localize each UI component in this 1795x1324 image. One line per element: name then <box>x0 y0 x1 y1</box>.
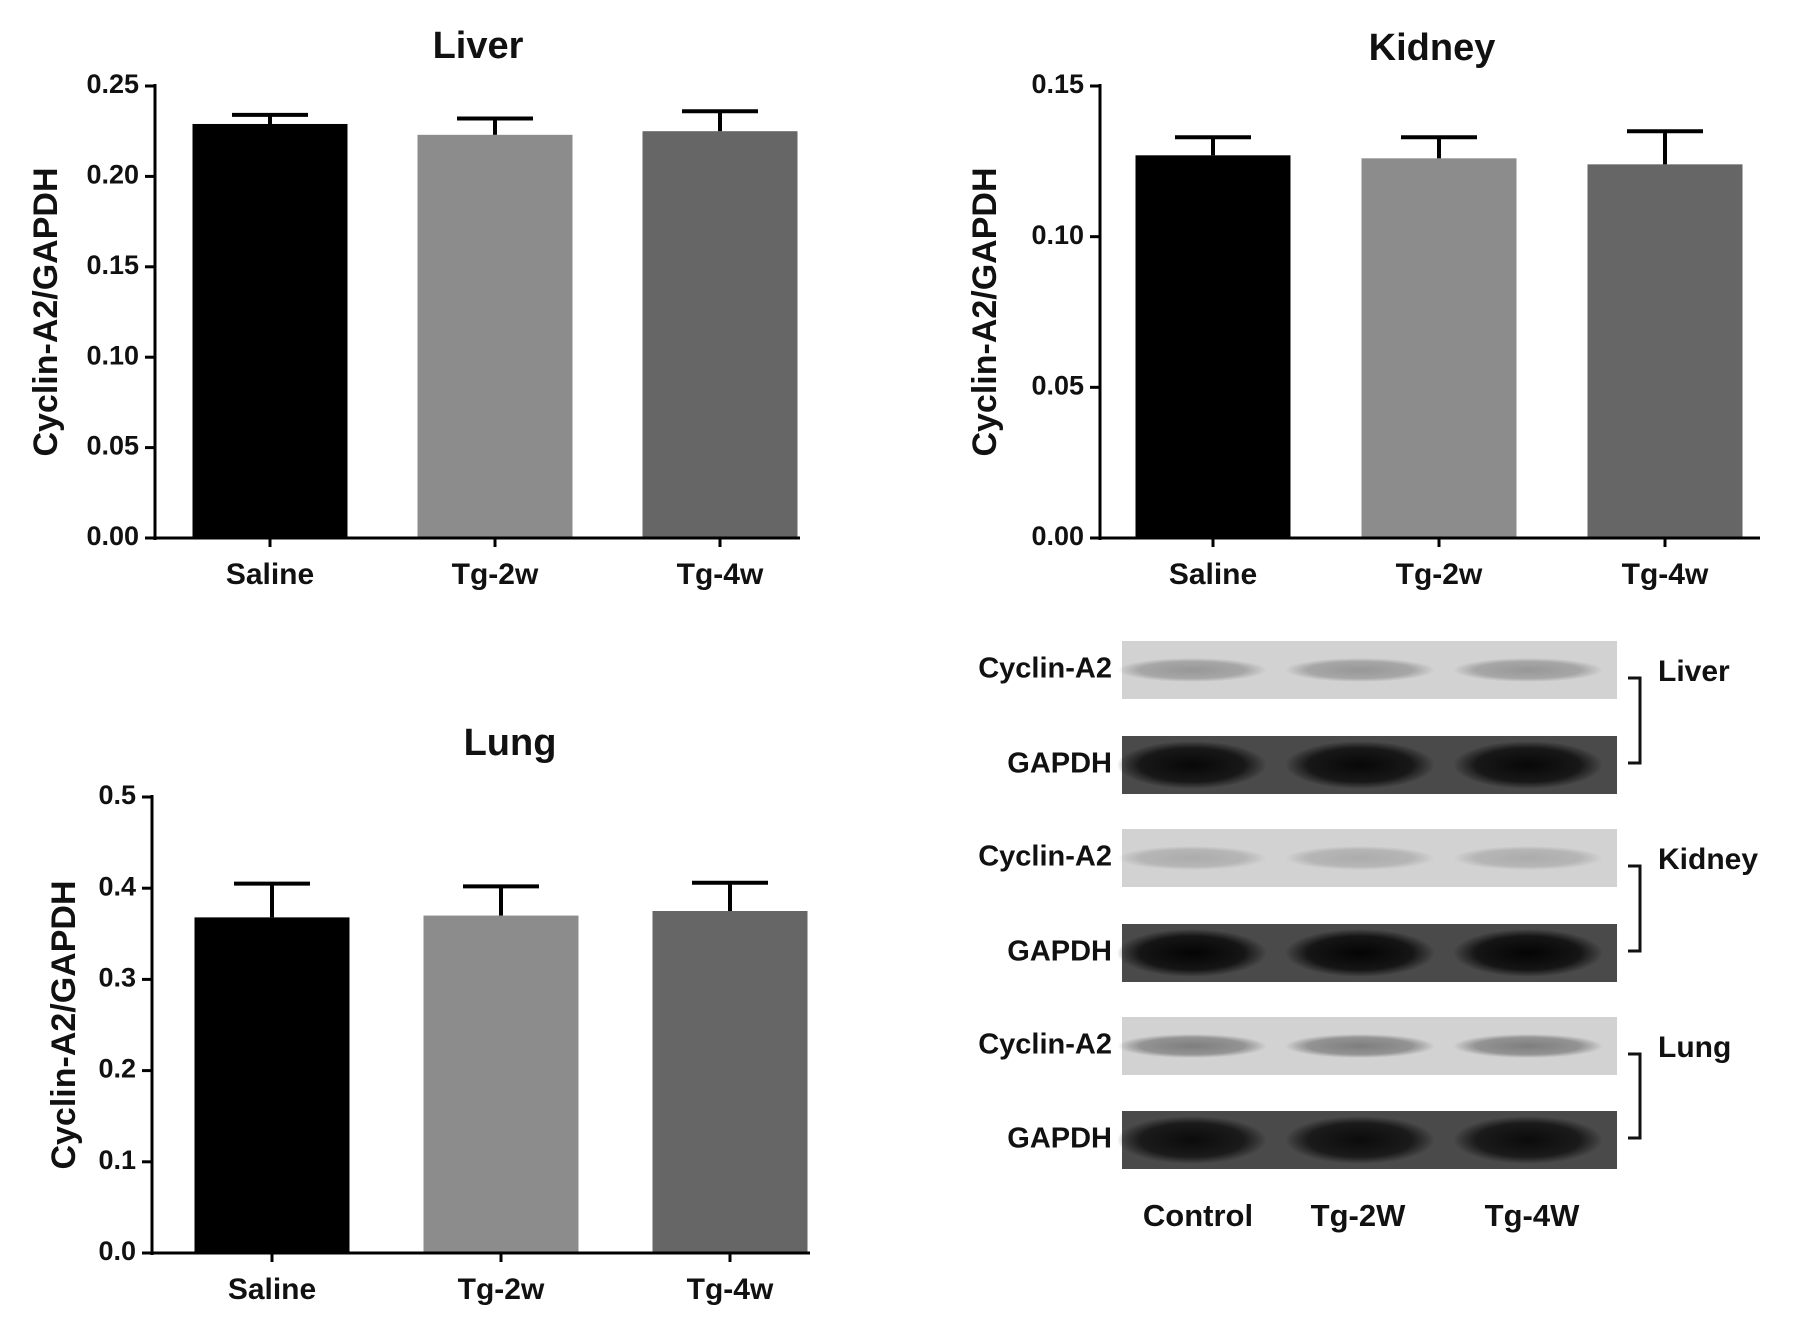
blot-group-kidney: Cyclin-A2 GAPDH Kidney <box>978 829 1758 982</box>
lane-label: Tg-2W <box>1311 1198 1406 1233</box>
lane-label: Tg-4W <box>1485 1198 1580 1233</box>
y-tick-label: 0.1 <box>98 1145 136 1175</box>
blot-band <box>1285 741 1435 789</box>
x-tick-label: Saline <box>228 1273 316 1306</box>
error-bar <box>1627 129 1703 165</box>
blot-band <box>1117 846 1267 870</box>
blot-group-liver: Cyclin-A2 GAPDH Liver <box>978 641 1730 794</box>
x-tick-label: Tg-2w <box>458 1273 545 1306</box>
blot-band <box>1285 1116 1435 1164</box>
chart-kidney: Kidney Cyclin-A2/GAPDH Saline Tg-2w Tg-4w 0.0… <box>966 27 1760 591</box>
y-tick-label: 0.5 <box>98 780 136 810</box>
error-bar <box>463 884 539 916</box>
y-tick-label: 0.20 <box>86 160 139 190</box>
x-tick-label: Tg-2w <box>1396 558 1483 591</box>
bar-saline <box>192 123 348 538</box>
error-bar <box>1175 135 1251 156</box>
blot-row-label: Cyclin-A2 <box>978 1029 1112 1061</box>
y-tick-label: 0.25 <box>86 69 139 99</box>
chart-lung: Lung Cyclin-A2/GAPDH Saline Tg-2w Tg-4w 0.0 0.… <box>45 722 810 1306</box>
blot-row-label: GAPDH <box>1007 1123 1112 1155</box>
error-bar <box>682 109 758 132</box>
blot-band <box>1453 658 1603 682</box>
blot-band <box>1453 1034 1603 1058</box>
x-tick-label: Tg-4w <box>677 558 764 591</box>
blot-row-label: Cyclin-A2 <box>978 841 1112 873</box>
bar-tg-4w <box>652 911 808 1253</box>
bracket <box>1628 1052 1642 1140</box>
error-bar <box>234 881 310 918</box>
y-tick-label: 0.15 <box>86 250 139 280</box>
y-axis-label: Cyclin-A2/GAPDH <box>966 167 1004 456</box>
y-tick-label: 0.4 <box>98 871 136 901</box>
x-tick-label: Tg-2w <box>452 558 539 591</box>
blot-band <box>1117 741 1267 789</box>
bar-tg-4w <box>1587 164 1743 538</box>
y-tick-label: 0.15 <box>1031 69 1084 99</box>
y-axis-label: Cyclin-A2/GAPDH <box>45 880 83 1169</box>
blot-band <box>1285 929 1435 977</box>
bracket <box>1628 864 1642 953</box>
y-tick-label: 0.00 <box>1031 521 1084 551</box>
tissue-label: Lung <box>1658 1031 1731 1064</box>
bar-saline <box>194 917 350 1253</box>
blot-band <box>1285 1034 1435 1058</box>
y-tick-label: 0.10 <box>86 340 139 370</box>
bar-tg-2w <box>423 915 579 1253</box>
bar-saline <box>1135 155 1291 538</box>
error-bar <box>692 880 768 911</box>
western-blot-panel: Cyclin-A2GAPDHLiverCyclin-A2GAPDHKidneyC… <box>978 641 1758 1233</box>
x-tick-label: Tg-4w <box>1622 558 1709 591</box>
chart-title: Lung <box>464 722 557 764</box>
bar-tg-2w <box>417 134 573 539</box>
chart-liver: Liver Cyclin-A2/GAPDH Saline Tg-2w Tg-4w 0.00… <box>27 25 800 591</box>
chart-title: Kidney <box>1369 27 1496 69</box>
blot-row-label: Cyclin-A2 <box>978 653 1112 685</box>
blot-band <box>1285 846 1435 870</box>
blot-group-lung: Cyclin-A2 GAPDH Lung <box>978 1017 1731 1169</box>
bar-tg-2w <box>1361 158 1517 538</box>
y-tick-label: 0.05 <box>86 431 139 461</box>
error-bar <box>232 112 308 124</box>
x-tick-label: Saline <box>1169 558 1257 591</box>
x-tick-label: Tg-4w <box>687 1273 774 1306</box>
blot-band <box>1117 929 1267 977</box>
tissue-label: Kidney <box>1658 843 1758 876</box>
y-tick-label: 0.10 <box>1031 220 1084 250</box>
chart-title: Liver <box>433 25 524 67</box>
blot-band <box>1117 1116 1267 1164</box>
error-bar <box>457 116 533 135</box>
blot-band <box>1117 1034 1267 1058</box>
error-bar <box>1401 135 1477 159</box>
blot-band <box>1285 658 1435 682</box>
y-tick-label: 0.00 <box>86 521 139 551</box>
y-tick-label: 0.0 <box>98 1236 136 1266</box>
lane-label: Control <box>1143 1198 1253 1233</box>
bracket <box>1628 676 1642 765</box>
y-tick-label: 0.05 <box>1031 370 1084 400</box>
blot-band <box>1453 1116 1603 1164</box>
y-axis-label: Cyclin-A2/GAPDH <box>27 167 65 456</box>
blot-band <box>1453 741 1603 789</box>
blot-row-label: GAPDH <box>1007 748 1112 780</box>
blot-band <box>1453 929 1603 977</box>
blot-band <box>1453 846 1603 870</box>
y-tick-label: 0.2 <box>98 1054 136 1084</box>
bar-tg-4w <box>642 131 798 538</box>
blot-band <box>1117 658 1267 682</box>
tissue-label: Liver <box>1658 655 1730 688</box>
y-tick-label: 0.3 <box>98 963 136 993</box>
blot-row-label: GAPDH <box>1007 936 1112 968</box>
x-tick-label: Saline <box>226 558 314 591</box>
